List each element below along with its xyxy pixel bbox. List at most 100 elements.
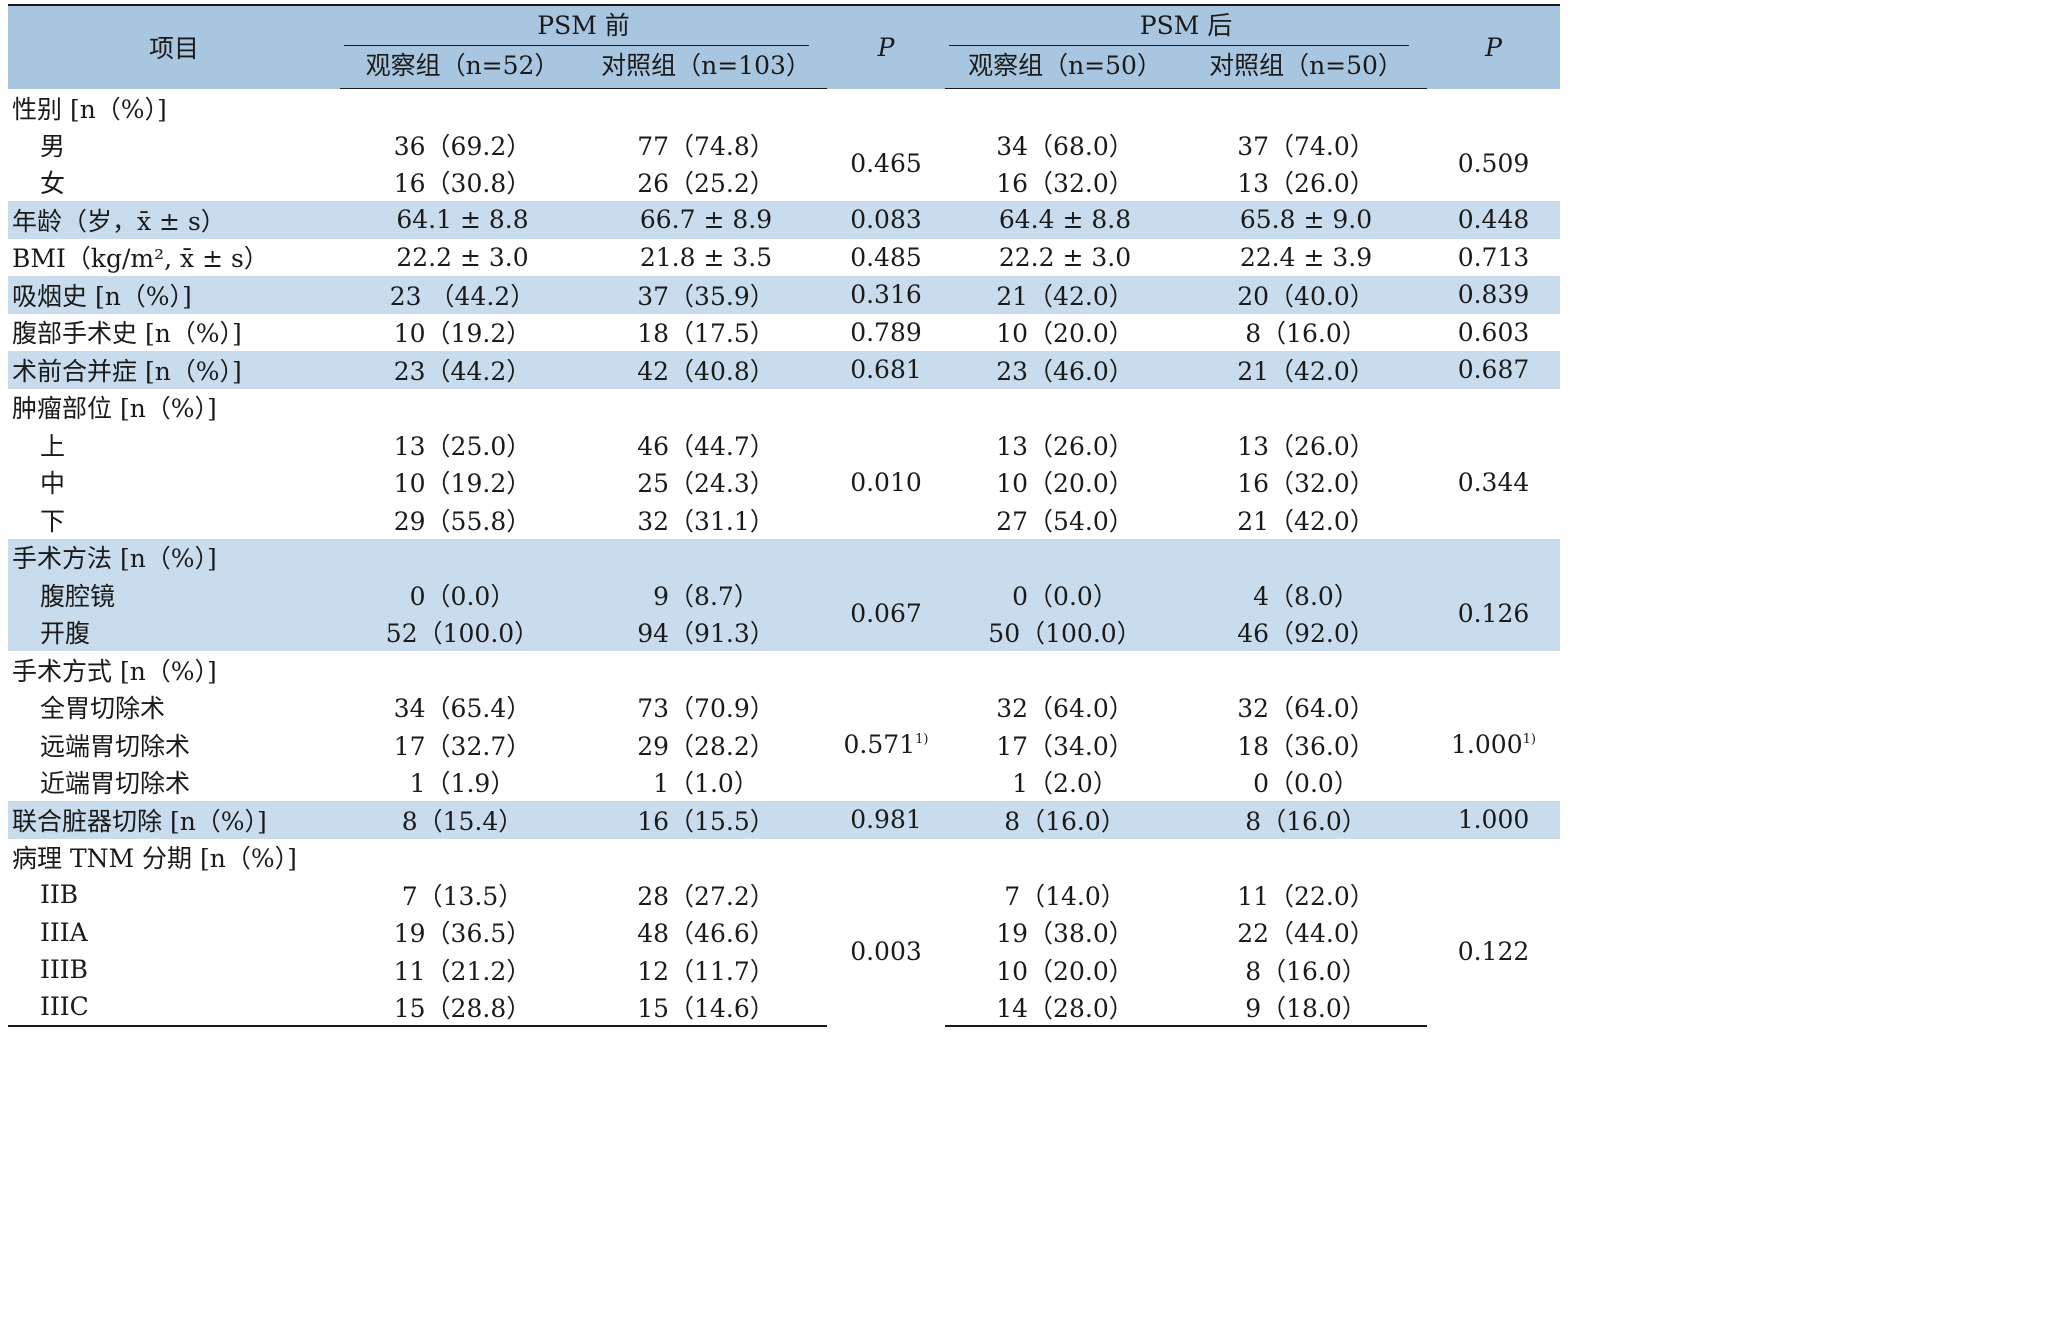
table-row: 中 10（19.2） 25（24.3） 10（20.0） 16（32.0） xyxy=(8,464,1560,502)
cell-pre-observation: 15（28.8） xyxy=(340,988,585,1027)
cell-pre-control: 28（27.2） xyxy=(637,881,775,911)
row-label: 女 xyxy=(40,169,66,199)
cell-post-observation: 64.4 ± 8.8 xyxy=(945,201,1185,239)
cell-pre-control: 73（70.9） xyxy=(637,694,775,724)
row-label: 年龄（岁，x̄ ± s） xyxy=(8,201,340,239)
cell-pre-observation: 36（69.2） xyxy=(393,131,532,161)
cell-pre-observation: 1（1.9） xyxy=(409,769,516,799)
cell-pre-observation: 19（36.5） xyxy=(393,919,532,949)
section-title: 性别 [n（%）] xyxy=(12,94,167,124)
cell-post-observation: 1（2.0） xyxy=(1012,769,1118,799)
cell-pre-control: 37（35.9） xyxy=(585,276,827,314)
cell-post-control: 37（74.0） xyxy=(1237,131,1375,161)
cell-post-observation: 17（34.0） xyxy=(996,731,1134,761)
row-label: 男 xyxy=(40,131,66,161)
table-row: IIIA 19（36.5） 48（46.6） 19（38.0） 22（44.0） xyxy=(8,914,1560,952)
cell-pre-control: 9（8.7） xyxy=(585,576,827,614)
cell-post-control: 4（8.0） xyxy=(1185,576,1427,614)
cell-p-post: 0.509 xyxy=(1457,149,1530,178)
row-label: IIIB xyxy=(40,955,88,985)
cell-post-observation: 23（46.0） xyxy=(945,351,1185,389)
cell-p-pre: 0.465 xyxy=(850,149,922,178)
cell-p-pre: 0.003 xyxy=(850,936,922,966)
header-item: 项目 xyxy=(8,4,340,89)
cell-pre-control: 16（15.5） xyxy=(585,801,827,839)
row-label: BMI（kg/m², x̄ ± s） xyxy=(12,244,269,274)
cell-pre-control: 21.8 ± 3.5 xyxy=(639,242,773,272)
cell-p-pre: 0.5711) xyxy=(827,689,945,802)
header-post-psm: PSM 后 xyxy=(945,4,1427,46)
row-label: 中 xyxy=(40,469,66,499)
header-row-top: 项目 PSM 前 P PSM 后 P xyxy=(8,4,1560,89)
cell-post-control: 32（64.0） xyxy=(1237,694,1375,724)
cell-pre-control: 66.7 ± 8.9 xyxy=(585,201,827,239)
cell-pre-observation: 34（65.4） xyxy=(393,694,532,724)
table-row: 近端胃切除术 1（1.9） 1（1.0） 1（2.0） 0（0.0） xyxy=(8,764,1560,802)
row-label: 远端胃切除术 xyxy=(40,731,191,761)
cell-post-control: 11（22.0） xyxy=(1237,881,1375,911)
section-title: 肿瘤部位 [n（%）] xyxy=(12,394,217,424)
cell-pre-control: 1（1.0） xyxy=(653,769,759,799)
row-label: 术前合并症 [n（%）] xyxy=(8,351,340,389)
table-row: 术前合并症 [n（%）] 23（44.2） 42（40.8） 0.681 23（… xyxy=(8,351,1560,389)
cell-pre-observation: 0（0.0） xyxy=(340,576,585,614)
cell-p-post: 0.344 xyxy=(1457,467,1530,497)
header-pre-observation: 观察组（n=52） xyxy=(340,46,585,89)
cell-p-pre: 0.067 xyxy=(827,576,945,651)
cell-p-post: 0.122 xyxy=(1457,936,1530,966)
cell-post-observation: 7（14.0） xyxy=(1004,881,1126,911)
table-row: 联合脏器切除 [n（%）] 8（15.4） 16（15.5） 0.981 8（1… xyxy=(8,801,1560,839)
cell-pre-control: 42（40.8） xyxy=(585,351,827,389)
header-post-psm-rule xyxy=(949,45,1409,46)
cell-pre-control: 26（25.2） xyxy=(637,169,775,199)
cell-pre-observation: 23 （44.2） xyxy=(340,276,585,314)
baseline-characteristics-table: 项目 PSM 前 P PSM 后 P 观察组（n=52） 对照组（n=103） … xyxy=(8,4,1560,1027)
cell-pre-observation: 22.2 ± 3.0 xyxy=(396,242,529,272)
row-label: 下 xyxy=(40,506,66,536)
cell-post-control: 22（44.0） xyxy=(1237,919,1375,949)
row-label: IIIA xyxy=(40,917,88,947)
section-title: 手术方式 [n（%）] xyxy=(12,656,217,686)
cell-p-post: 0.713 xyxy=(1457,242,1530,272)
cell-post-observation: 34（68.0） xyxy=(996,131,1134,161)
cell-post-observation: 22.2 ± 3.0 xyxy=(998,242,1132,272)
header-pre-psm: PSM 前 xyxy=(340,4,827,46)
cell-post-observation: 8（16.0） xyxy=(945,801,1185,839)
header-post-observation: 观察组（n=50） xyxy=(945,46,1185,89)
header-post-control: 对照组（n=50） xyxy=(1185,46,1427,89)
cell-post-control: 0（0.0） xyxy=(1253,769,1359,799)
section-title-row: 手术方法 [n（%）] xyxy=(8,538,1560,576)
cell-p-post: 0.126 xyxy=(1427,576,1560,651)
section-title: 手术方法 [n（%）] xyxy=(8,538,1560,576)
header-pre-control: 对照组（n=103） xyxy=(585,46,827,89)
cell-post-observation: 13（26.0） xyxy=(996,431,1134,461)
section-title: 病理 TNM 分期 [n（%）] xyxy=(12,844,297,874)
cell-post-control: 46（92.0） xyxy=(1185,613,1427,651)
section-title-row: 手术方式 [n（%）] xyxy=(8,651,1560,689)
cell-pre-observation: 64.1 ± 8.8 xyxy=(340,201,585,239)
cell-post-control: 16（32.0） xyxy=(1237,469,1375,499)
document-page: 项目 PSM 前 P PSM 后 P 观察组（n=52） 对照组（n=103） … xyxy=(8,4,1560,1027)
row-label: 腹部手术史 [n（%）] xyxy=(12,319,242,349)
section-title-row: 性别 [n（%）] xyxy=(8,89,1560,127)
table-row: 女 16（30.8） 26（25.2） 16（32.0） 13（26.0） xyxy=(8,164,1560,202)
cell-post-control: 9（18.0） xyxy=(1185,988,1427,1027)
row-label: 近端胃切除术 xyxy=(40,769,191,799)
header-row-sub: 观察组（n=52） 对照组（n=103） 观察组（n=50） 对照组（n=50） xyxy=(8,46,1560,89)
table-row: IIB 7（13.5） 28（27.2） 0.003 7（14.0） 11（22… xyxy=(8,876,1560,965)
header-post-psm-label: PSM 后 xyxy=(1139,11,1233,40)
table-row: IIIC 15（28.8） 15（14.6） 14（28.0） 9（18.0） xyxy=(8,988,1560,1027)
cell-pre-observation: 7（13.5） xyxy=(401,881,524,911)
table-row: 远端胃切除术 17（32.7） 29（28.2） 17（34.0） 18（36.… xyxy=(8,726,1560,764)
cell-pre-control: 32（31.1） xyxy=(637,506,775,536)
cell-pre-control: 25（24.3） xyxy=(637,469,775,499)
cell-p-pre: 0.681 xyxy=(827,351,945,389)
cell-post-observation: 14（28.0） xyxy=(945,988,1185,1027)
cell-p-pre: 0.981 xyxy=(827,801,945,839)
p-value: 1.000 xyxy=(1451,730,1523,760)
cell-pre-observation: 10（19.2） xyxy=(393,319,532,349)
table-row: 上 13（25.0） 46（44.7） 0.010 13（26.0） 13（26… xyxy=(8,426,1560,497)
cell-post-control: 8（16.0） xyxy=(1185,801,1427,839)
cell-p-post: 0.603 xyxy=(1457,317,1530,347)
cell-pre-observation: 52（100.0） xyxy=(340,613,585,651)
